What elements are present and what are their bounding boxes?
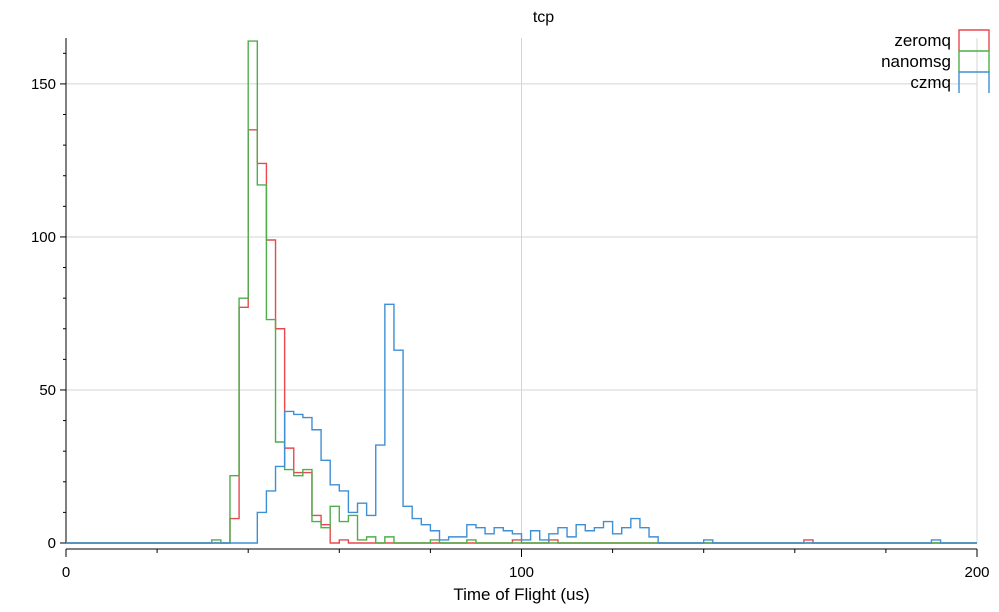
tick-labels: 0 50 100 150 0 100 200	[31, 76, 990, 581]
x-tick-label: 100	[509, 564, 534, 581]
y-tick-label: 50	[39, 382, 56, 399]
legend-label-nanomsg: nanomsg	[881, 52, 951, 71]
legend-label-czmq: czmq	[910, 73, 951, 92]
x-tick-label: 200	[964, 564, 989, 581]
series-line-zeromq	[66, 129, 977, 544]
legend-swatch-zeromq	[958, 29, 990, 51]
series-lines	[66, 40, 977, 544]
axes	[60, 38, 978, 557]
legend-label-zeromq: zeromq	[894, 31, 951, 50]
y-tick-label: 150	[31, 76, 56, 93]
y-tick-label: 100	[31, 229, 56, 246]
x-tick-label: 0	[62, 564, 70, 581]
legend-swatch-nanomsg	[958, 50, 990, 72]
y-tick-label: 0	[48, 535, 56, 552]
x-axis-label: Time of Flight (us)	[453, 585, 589, 604]
series-line-nanomsg	[66, 40, 977, 544]
legend: zeromq nanomsg czmq	[881, 29, 990, 93]
series-line-czmq	[66, 303, 977, 544]
legend-swatch-czmq	[958, 71, 990, 93]
chart-title: tcp	[533, 9, 554, 26]
grid-lines	[66, 38, 978, 543]
